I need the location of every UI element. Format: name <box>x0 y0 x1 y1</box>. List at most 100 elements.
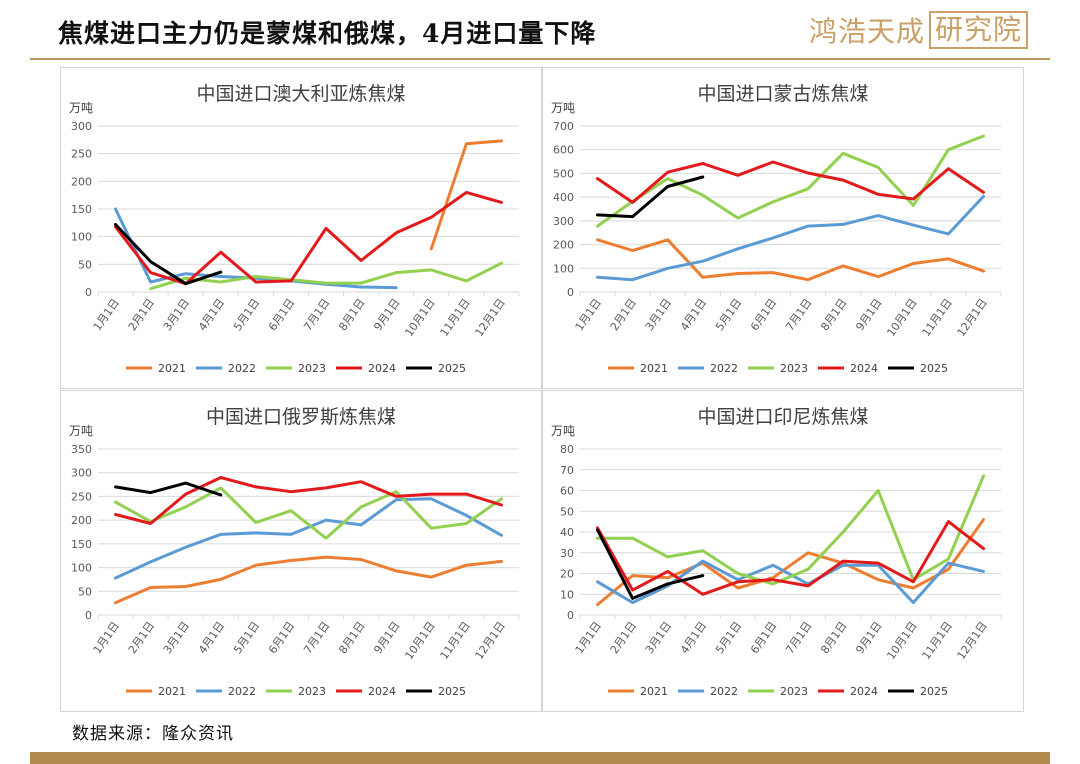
series-line-2021 <box>114 555 503 605</box>
y-tick-label: 700 <box>553 120 574 133</box>
chart-panel-australia: 中国进口澳大利亚炼焦煤 万吨 0 50 100 150 200 250 300 1月1日 2月1日 3… <box>60 67 542 389</box>
header-rule <box>30 58 1050 60</box>
legend-label: 2021 <box>158 362 186 375</box>
x-tick-label: 3月1日 <box>643 296 674 333</box>
y-tick-label: 300 <box>553 215 574 228</box>
x-tick-label: 6月1日 <box>266 619 297 656</box>
series-line-2024 <box>596 520 985 596</box>
y-tick-label: 100 <box>71 231 92 244</box>
y-tick-label: 300 <box>71 467 92 480</box>
x-tick-label: 1月1日 <box>573 296 604 333</box>
x-tick-label: 6月1日 <box>266 296 297 333</box>
chart-panel-russia: 中国进口俄罗斯炼焦煤 万吨 0 50 100 150 200 250 300 350 1月1日 2月1… <box>60 390 542 712</box>
y-tick-label: 500 <box>553 167 574 180</box>
y-tick-label: 0 <box>85 609 92 622</box>
legend-label: 2023 <box>298 685 326 698</box>
legend-label: 2021 <box>640 362 668 375</box>
x-tick-label: 10月1日 <box>402 296 437 339</box>
x-tick-label: 12月1日 <box>473 296 508 339</box>
y-tick-label: 300 <box>71 120 92 133</box>
y-tick-label: 10 <box>560 588 574 601</box>
x-tick-label: 2月1日 <box>608 296 639 333</box>
y-axis-unit: 万吨 <box>551 101 575 115</box>
y-tick-label: 0 <box>567 286 574 299</box>
legend-label: 2022 <box>228 685 256 698</box>
legend-label: 2021 <box>640 685 668 698</box>
x-tick-label: 7月1日 <box>783 296 814 333</box>
legend-label: 2024 <box>368 685 396 698</box>
series-line-2024 <box>114 476 503 525</box>
legend-label: 2025 <box>438 362 466 375</box>
x-tick-label: 1月1日 <box>91 619 122 656</box>
x-tick-label: 9月1日 <box>853 619 884 656</box>
x-tick-label: 2月1日 <box>126 296 157 333</box>
y-tick-label: 100 <box>553 262 574 275</box>
legend-label: 2022 <box>228 362 256 375</box>
x-tick-label: 4月1日 <box>196 619 227 656</box>
brand-logo: 鸿浩天成 研究院 <box>809 10 1028 50</box>
y-tick-label: 150 <box>71 203 92 216</box>
series-line-2022 <box>596 559 985 605</box>
x-tick-label: 3月1日 <box>161 619 192 656</box>
x-tick-label: 4月1日 <box>678 619 709 656</box>
series-line-2022 <box>114 497 503 580</box>
x-tick-label: 6月1日 <box>748 296 779 333</box>
y-tick-label: 50 <box>560 505 574 518</box>
x-tick-label: 8月1日 <box>818 619 849 656</box>
chart-title: 中国进口印尼炼焦煤 <box>697 406 868 428</box>
legend-label: 2025 <box>438 685 466 698</box>
series-line-2023 <box>596 134 985 228</box>
series-line-2025 <box>114 481 223 497</box>
y-tick-label: 80 <box>560 443 574 456</box>
x-tick-label: 10月1日 <box>884 296 919 339</box>
series-line-2023 <box>149 261 503 291</box>
chart-title: 中国进口蒙古炼焦煤 <box>697 83 868 105</box>
x-tick-label: 10月1日 <box>402 619 437 662</box>
y-tick-label: 50 <box>78 258 92 271</box>
y-tick-label: 60 <box>560 485 574 498</box>
x-tick-label: 2月1日 <box>608 619 639 656</box>
y-tick-label: 70 <box>560 464 574 477</box>
x-tick-label: 8月1日 <box>336 619 367 656</box>
x-tick-label: 5月1日 <box>713 296 744 333</box>
y-tick-label: 20 <box>560 568 574 581</box>
y-tick-label: 0 <box>85 286 92 299</box>
x-tick-label: 8月1日 <box>336 296 367 333</box>
series-line-2024 <box>596 160 985 204</box>
series-line-2025 <box>596 528 705 600</box>
y-tick-label: 600 <box>553 144 574 157</box>
series-line-2022 <box>596 194 985 282</box>
series-line-2023 <box>114 486 503 540</box>
y-tick-label: 400 <box>553 191 574 204</box>
logo-text: 鸿浩天成 <box>808 15 925 48</box>
x-tick-label: 10月1日 <box>884 619 919 662</box>
series-line-2025 <box>596 175 705 219</box>
x-tick-label: 5月1日 <box>231 296 262 333</box>
x-tick-label: 5月1日 <box>231 619 262 656</box>
legend-label: 2022 <box>710 685 738 698</box>
x-tick-label: 9月1日 <box>853 296 884 333</box>
x-tick-label: 1月1日 <box>91 296 122 333</box>
x-tick-label: 8月1日 <box>818 296 849 333</box>
y-tick-label: 250 <box>71 148 92 161</box>
legend-label: 2023 <box>298 362 326 375</box>
x-tick-label: 3月1日 <box>161 296 192 333</box>
y-tick-label: 200 <box>71 514 92 527</box>
y-tick-label: 30 <box>560 547 574 560</box>
y-tick-label: 50 <box>78 585 92 598</box>
x-tick-label: 2月1日 <box>126 619 157 656</box>
legend-label: 2022 <box>710 362 738 375</box>
y-axis-unit: 万吨 <box>551 424 575 438</box>
y-tick-label: 200 <box>553 239 574 252</box>
x-tick-label: 12月1日 <box>473 619 508 662</box>
y-tick-label: 40 <box>560 526 574 539</box>
legend-label: 2024 <box>368 362 396 375</box>
legend-label: 2023 <box>780 685 808 698</box>
x-tick-label: 12月1日 <box>955 619 990 662</box>
x-tick-label: 6月1日 <box>748 619 779 656</box>
chart-title: 中国进口俄罗斯炼焦煤 <box>206 406 396 428</box>
x-tick-label: 9月1日 <box>371 619 402 656</box>
x-tick-label: 7月1日 <box>783 619 814 656</box>
